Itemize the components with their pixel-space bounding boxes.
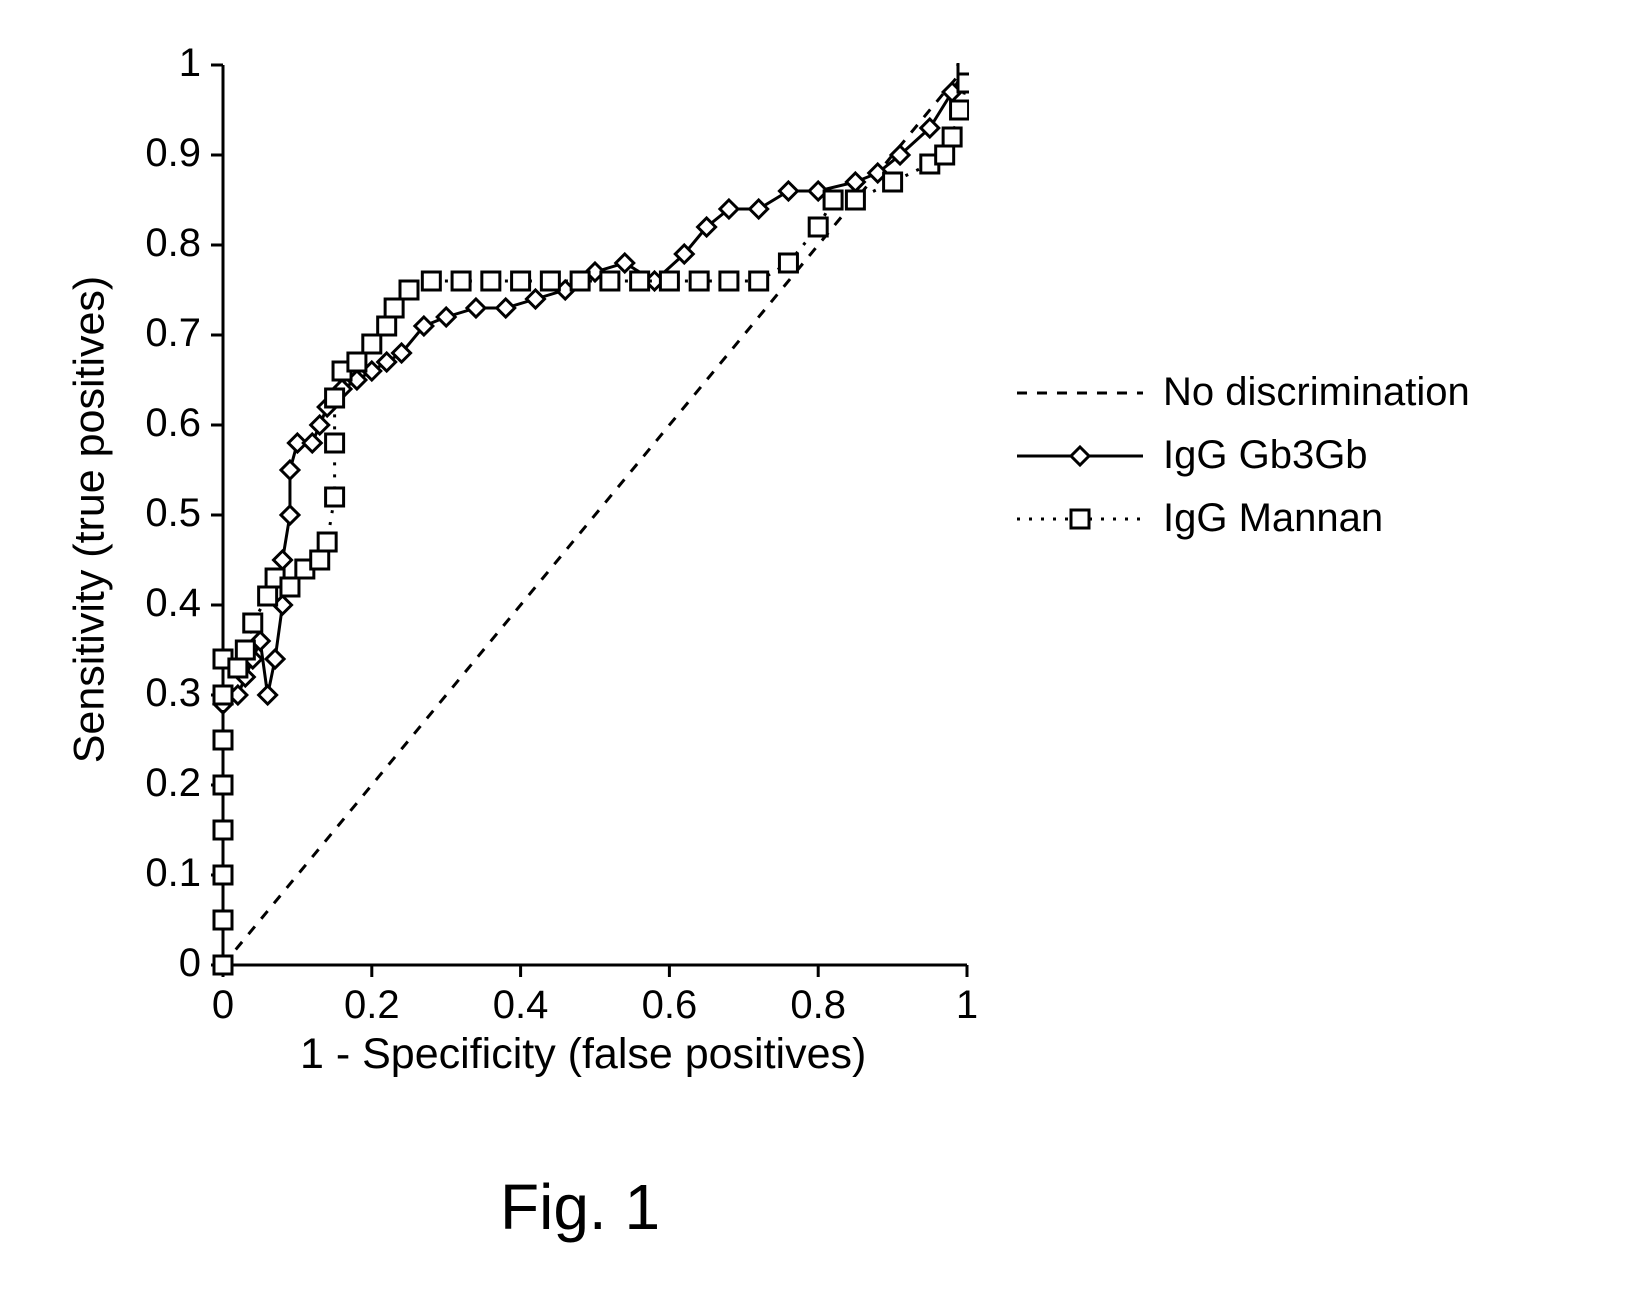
roc-plot <box>223 65 967 965</box>
y-tick-label: 0.3 <box>131 671 201 716</box>
y-tick-label: 0 <box>131 941 201 986</box>
legend-entry: No discrimination <box>1015 370 1470 415</box>
plot-svg <box>209 63 969 979</box>
legend-swatch <box>1015 381 1145 405</box>
legend-label: IgG Mannan <box>1163 496 1383 541</box>
x-tick-label: 1 <box>937 983 997 1028</box>
legend-entry: IgG Gb3Gb <box>1015 433 1470 478</box>
y-tick-label: 0.9 <box>131 131 201 176</box>
y-tick-label: 0.5 <box>131 491 201 536</box>
legend-label: No discrimination <box>1163 370 1470 415</box>
x-axis-label: 1 - Specificity (false positives) <box>300 1030 866 1079</box>
y-tick-label: 1 <box>131 41 201 86</box>
x-tick-label: 0.4 <box>491 983 551 1028</box>
legend-label: IgG Gb3Gb <box>1163 433 1368 478</box>
y-tick-label: 0.7 <box>131 311 201 356</box>
legend-entry: IgG Mannan <box>1015 496 1470 541</box>
legend: No discrimination IgG Gb3Gb IgG Mannan <box>1015 370 1470 559</box>
x-tick-label: 0.8 <box>788 983 848 1028</box>
y-tick-label: 0.4 <box>131 581 201 626</box>
legend-swatch <box>1015 444 1145 468</box>
y-axis-label: Sensitivity (true positives) <box>66 260 115 780</box>
y-tick-label: 0.8 <box>131 221 201 266</box>
x-tick-label: 0.6 <box>639 983 699 1028</box>
x-tick-label: 0 <box>193 983 253 1028</box>
y-tick-label: 0.1 <box>131 851 201 896</box>
figure-caption: Fig. 1 <box>500 1170 660 1244</box>
y-tick-label: 0.2 <box>131 761 201 806</box>
y-tick-label: 0.6 <box>131 401 201 446</box>
x-tick-label: 0.2 <box>342 983 402 1028</box>
legend-swatch <box>1015 507 1145 531</box>
figure-page: Sensitivity (true positives) 0 0.2 0.4 0.6 0… <box>0 0 1645 1308</box>
